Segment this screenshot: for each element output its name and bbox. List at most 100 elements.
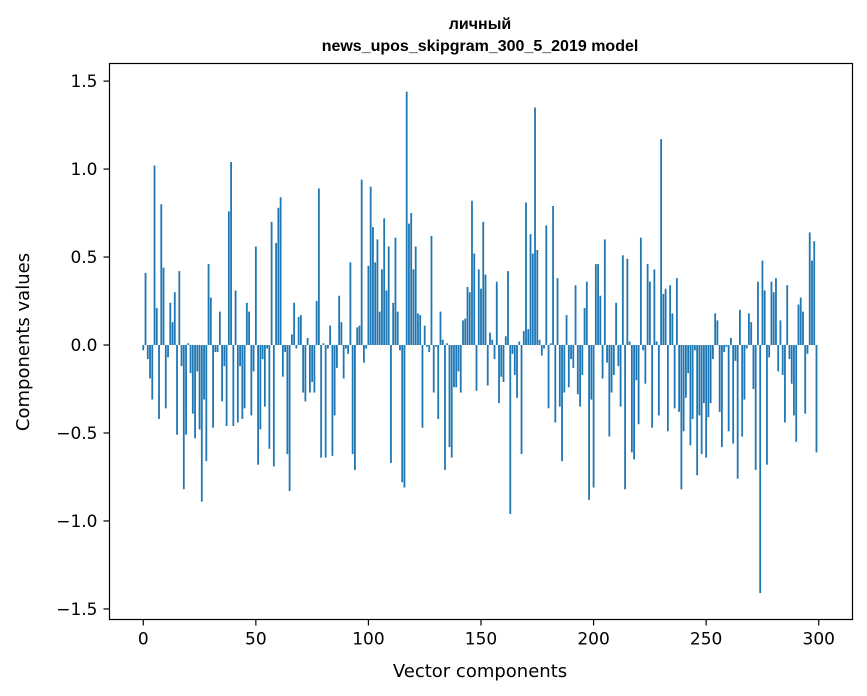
bar xyxy=(448,345,451,448)
bar xyxy=(705,345,708,458)
bar xyxy=(601,345,604,379)
bar xyxy=(660,139,663,346)
bar xyxy=(473,253,476,346)
bar xyxy=(169,302,172,346)
bar xyxy=(182,345,185,490)
x-tick-label: 300 xyxy=(803,630,835,650)
bar xyxy=(464,318,467,346)
x-axis-ticks: 0 50 100 150 200 250 300 xyxy=(138,619,835,650)
bar xyxy=(338,295,341,346)
bar xyxy=(187,343,190,346)
bar xyxy=(552,206,554,346)
bar xyxy=(446,343,449,346)
bar xyxy=(606,345,608,363)
bar xyxy=(691,345,694,419)
bar xyxy=(351,345,354,455)
bar xyxy=(421,345,424,428)
bar xyxy=(594,264,597,346)
bar xyxy=(358,325,361,346)
bar xyxy=(322,343,325,346)
bar xyxy=(173,292,176,346)
bar xyxy=(565,315,568,346)
bar xyxy=(639,237,642,346)
bar xyxy=(167,345,169,358)
x-tick-label: 50 xyxy=(245,630,267,650)
bar xyxy=(311,345,314,382)
x-tick-label: 150 xyxy=(465,630,497,650)
bar xyxy=(250,345,253,416)
bar xyxy=(259,345,262,430)
bar xyxy=(376,239,379,346)
bar xyxy=(590,345,593,400)
bar xyxy=(329,325,332,346)
bar xyxy=(241,345,244,419)
bar xyxy=(354,345,356,470)
bar xyxy=(500,345,503,377)
bar xyxy=(808,232,811,346)
x-tick-label: 250 xyxy=(690,630,722,650)
bar xyxy=(518,341,521,346)
bar xyxy=(777,345,780,372)
bar xyxy=(252,345,255,372)
bar xyxy=(489,332,491,346)
y-tick-label: 0.0 xyxy=(70,336,97,356)
bar xyxy=(439,311,442,346)
bar xyxy=(626,258,629,346)
bar xyxy=(369,186,372,346)
bar xyxy=(730,337,732,346)
bar xyxy=(160,204,163,346)
bar xyxy=(748,313,750,346)
bar xyxy=(779,320,782,346)
bar xyxy=(151,345,154,400)
bar xyxy=(570,345,572,360)
bar xyxy=(790,345,793,384)
bar xyxy=(615,302,617,346)
bar xyxy=(788,345,791,360)
bar xyxy=(666,345,669,432)
y-axis-ticks: −1.5 −1.0 −0.5 0.0 0.5 1.0 1.5 xyxy=(56,72,110,620)
bars-group xyxy=(142,91,818,594)
bar xyxy=(781,345,784,375)
bar xyxy=(732,345,735,444)
bar xyxy=(745,345,748,349)
bar xyxy=(333,345,336,416)
bar xyxy=(759,345,762,594)
bar xyxy=(394,237,397,346)
bar xyxy=(462,320,464,346)
bar xyxy=(372,227,374,346)
bar xyxy=(457,345,460,372)
bar xyxy=(516,345,518,398)
bar xyxy=(275,242,278,346)
bar xyxy=(786,285,789,346)
bar xyxy=(158,345,160,419)
bar xyxy=(450,345,453,458)
bar xyxy=(763,290,766,346)
bar xyxy=(288,345,291,492)
bar xyxy=(491,339,494,346)
bar xyxy=(813,241,816,346)
bar xyxy=(144,272,147,346)
bar xyxy=(727,345,730,432)
bar xyxy=(700,345,703,455)
bar xyxy=(723,345,726,353)
bar xyxy=(621,255,624,346)
bar xyxy=(572,345,575,368)
bar xyxy=(194,345,196,439)
x-tick-label: 200 xyxy=(577,630,609,650)
chart-title-line2: news_upos_skipgram_300_5_2019 model xyxy=(322,38,639,55)
bar xyxy=(646,264,649,346)
bar xyxy=(390,345,392,463)
bar xyxy=(567,345,570,388)
bar xyxy=(290,334,293,346)
bar xyxy=(216,345,219,353)
bar xyxy=(306,337,309,346)
bar xyxy=(673,345,676,409)
bar xyxy=(315,301,318,346)
bar xyxy=(317,188,320,346)
bar xyxy=(599,295,602,346)
bar xyxy=(189,345,192,374)
x-tick-label: 100 xyxy=(352,630,384,650)
bar xyxy=(243,345,246,409)
bar xyxy=(815,345,818,453)
